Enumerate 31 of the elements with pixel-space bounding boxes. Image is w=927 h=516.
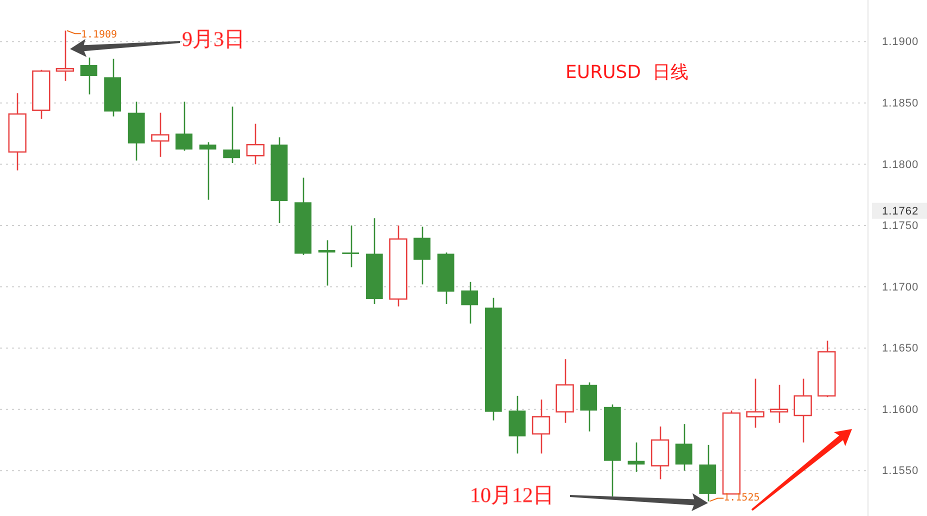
candlestick <box>675 423 692 472</box>
y-tick-label: 1.1762 <box>882 205 919 218</box>
y-tick-label: 1.1800 <box>882 158 919 171</box>
candlestick <box>176 101 192 152</box>
y-tick-label: 1.1600 <box>882 404 919 416</box>
candlestick <box>414 226 430 285</box>
y-tick-label: 1.1900 <box>882 36 919 48</box>
candlestick <box>80 56 98 96</box>
candlestick <box>628 442 645 473</box>
annotation: 1.1909 <box>80 30 118 41</box>
y-tick-label: 1.1550 <box>882 465 919 478</box>
annotation: 9月3日 <box>182 27 245 51</box>
candlestick <box>318 240 336 286</box>
candlestick <box>151 112 170 158</box>
candlestick <box>56 30 74 82</box>
annotation: 10月12日 <box>470 483 554 507</box>
candlestick <box>342 224 360 268</box>
y-tick-label: 1.1700 <box>882 281 919 294</box>
candlestick <box>461 281 478 324</box>
y-tick-label: 1.1750 <box>882 220 919 232</box>
candlestick <box>770 384 788 424</box>
candlestick <box>223 106 240 164</box>
candlestick <box>199 142 216 200</box>
candlestick <box>794 378 812 444</box>
candlestick <box>246 123 264 165</box>
candlestick <box>532 398 550 454</box>
text: EURUSD 日线 <box>566 62 688 83</box>
y-tick-label: 1.1850 <box>882 97 919 110</box>
candlestick <box>746 378 764 428</box>
annotation: 1.1525 <box>724 492 760 504</box>
y-tick-label: 1.1650 <box>882 342 919 355</box>
